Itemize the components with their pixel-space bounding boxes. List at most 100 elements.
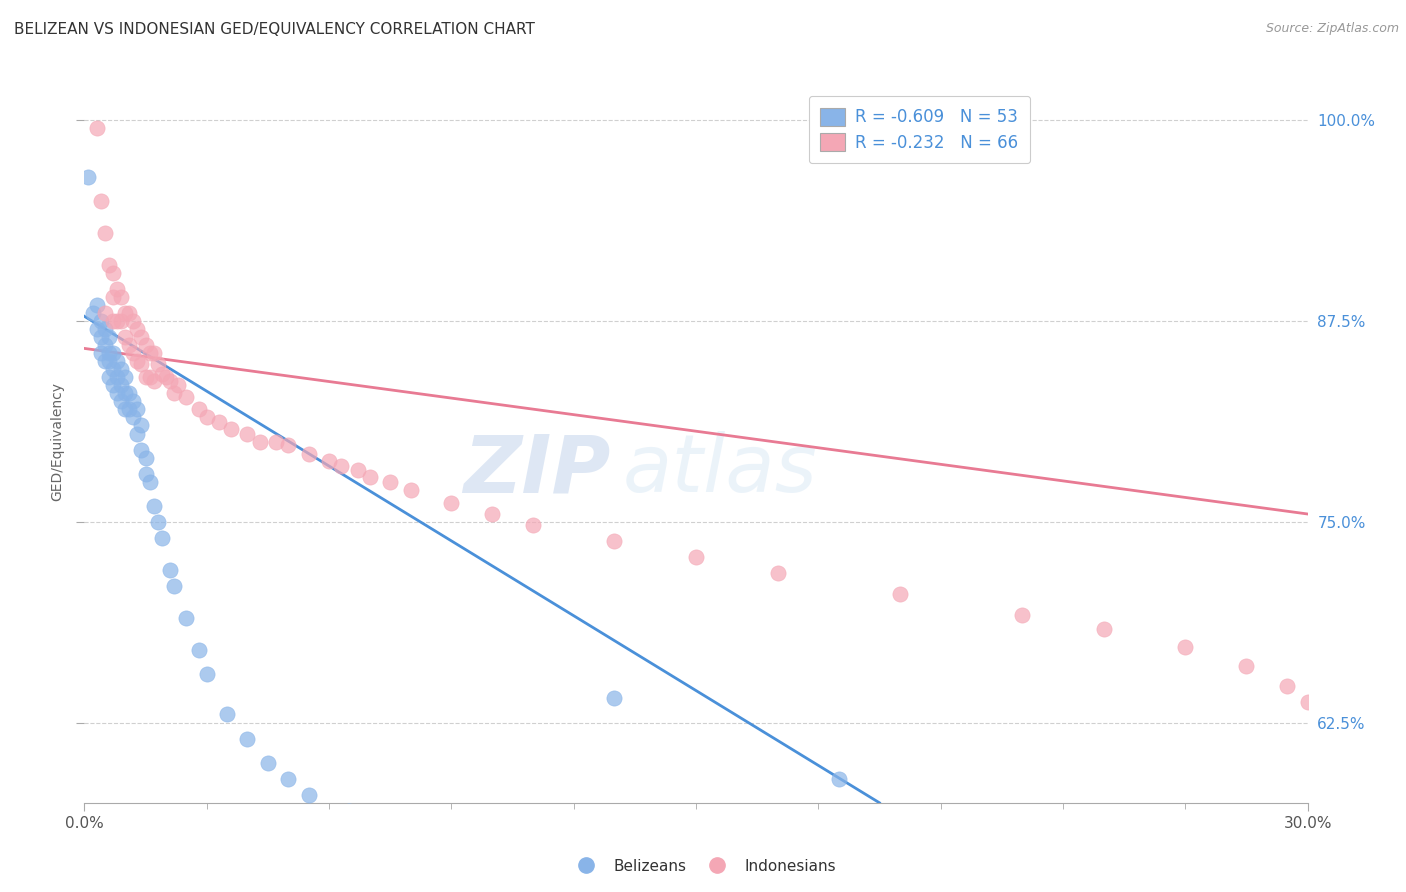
Point [187,643,209,657]
Point [219,422,242,436]
Point [97,354,120,368]
Point [150,531,173,545]
Point [105,370,128,384]
Point [90,314,112,328]
Point [127,426,149,441]
Point [105,282,128,296]
Point [135,450,157,465]
Point [97,370,120,384]
Point [187,402,209,417]
Point [135,370,157,384]
Point [889,587,911,601]
Point [257,756,280,770]
Point [118,386,141,401]
Point [110,378,132,392]
Point [114,370,136,384]
Point [114,402,136,417]
Point [1011,607,1033,622]
Point [82,306,104,320]
Point [110,362,132,376]
Point [86,121,108,136]
Point [93,306,115,320]
Point [277,438,299,452]
Point [174,611,197,625]
Point [1337,727,1360,741]
Point [1092,623,1115,637]
Point [603,534,626,549]
Point [146,515,169,529]
Point [131,418,153,433]
Point [195,410,218,425]
Point [481,507,503,521]
Point [90,330,112,344]
Point [86,322,108,336]
Point [93,322,115,336]
Point [167,378,190,392]
Point [195,667,218,681]
Point [131,442,153,457]
Point [277,772,299,786]
Point [346,463,368,477]
Point [93,338,115,352]
Point [131,330,153,344]
Point [127,402,149,417]
Point [114,306,136,320]
Point [159,563,181,577]
Text: BELIZEAN VS INDONESIAN GED/EQUIVALENCY CORRELATION CHART: BELIZEAN VS INDONESIAN GED/EQUIVALENCY C… [14,22,534,37]
Point [86,298,108,312]
Point [90,346,112,360]
Point [122,346,145,360]
Point [330,458,353,473]
Point [122,314,145,328]
Point [142,346,165,360]
Point [101,266,124,280]
Point [174,390,197,404]
Point [359,470,381,484]
Legend: R = -0.609   N = 53, R = -0.232   N = 66: R = -0.609 N = 53, R = -0.232 N = 66 [808,95,1031,163]
Point [114,330,136,344]
Point [603,691,626,706]
Point [339,804,361,818]
Point [122,394,145,409]
Point [249,434,271,449]
Point [828,772,851,786]
Point [131,358,153,372]
Point [110,314,132,328]
Point [163,386,186,401]
Point [93,226,115,240]
Point [1378,747,1400,762]
Point [1236,659,1258,673]
Point [440,495,463,509]
Point [135,467,157,481]
Y-axis label: GED/Equivalency: GED/Equivalency [51,382,65,501]
Point [97,346,120,360]
Point [122,410,145,425]
Point [298,447,321,461]
Point [105,386,128,401]
Point [298,788,321,802]
Text: atlas: atlas [623,432,817,509]
Point [236,426,259,441]
Point [90,194,112,208]
Point [766,566,789,581]
Point [118,306,141,320]
Point [127,322,149,336]
Point [138,475,160,489]
Point [217,707,239,722]
Point [208,415,231,429]
Point [105,354,128,368]
Point [114,386,136,401]
Point [93,354,115,368]
Point [110,394,132,409]
Point [1317,711,1340,725]
Point [101,314,124,328]
Text: Source: ZipAtlas.com: Source: ZipAtlas.com [1265,22,1399,36]
Point [101,362,124,376]
Point [118,402,141,417]
Point [77,169,100,184]
Point [138,370,160,384]
Point [1277,679,1299,693]
Point [1296,695,1319,709]
Point [236,731,259,746]
Point [685,550,707,565]
